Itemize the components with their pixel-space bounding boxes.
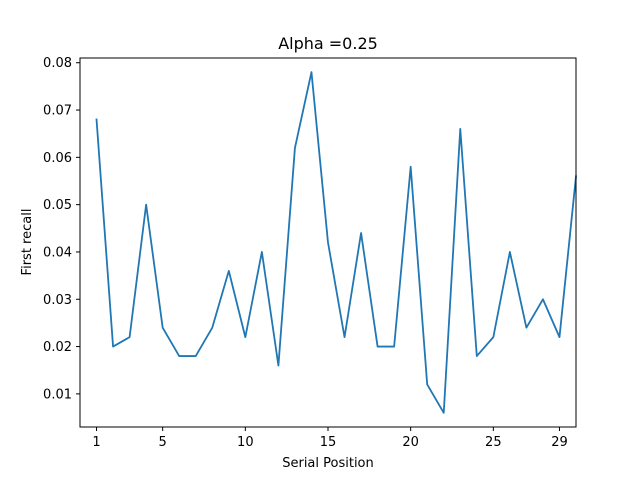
- x-tick-label: 10: [237, 435, 254, 450]
- x-tick-label: 29: [551, 435, 568, 450]
- x-axis-label: Serial Position: [282, 456, 374, 471]
- x-tick-label: 25: [485, 435, 502, 450]
- chart-title: Alpha =0.25: [278, 34, 378, 53]
- x-tick-label: 15: [320, 435, 337, 450]
- y-axis-label: First recall: [20, 209, 35, 276]
- y-tick-label: 0.07: [43, 104, 72, 119]
- plot-area: [95, 71, 577, 414]
- y-tick-label: 0.03: [43, 293, 72, 308]
- x-axis: 1 5 10 15 20 25 29: [92, 427, 568, 450]
- y-tick-label: 0.04: [43, 245, 72, 260]
- y-tick-label: 0.01: [43, 387, 72, 402]
- x-tick-label: 1: [92, 435, 100, 450]
- y-tick-label: 0.02: [43, 340, 72, 355]
- x-tick-label: 5: [159, 435, 167, 450]
- x-tick-label: 20: [402, 435, 419, 450]
- series-line-1: [95, 71, 577, 414]
- y-tick-label: 0.08: [43, 56, 72, 71]
- y-tick-label: 0.05: [43, 198, 72, 213]
- y-axis: 0.01 0.02 0.03 0.04 0.05 0.06 0.07 0.08: [43, 56, 80, 402]
- y-tick-label: 0.06: [43, 151, 72, 166]
